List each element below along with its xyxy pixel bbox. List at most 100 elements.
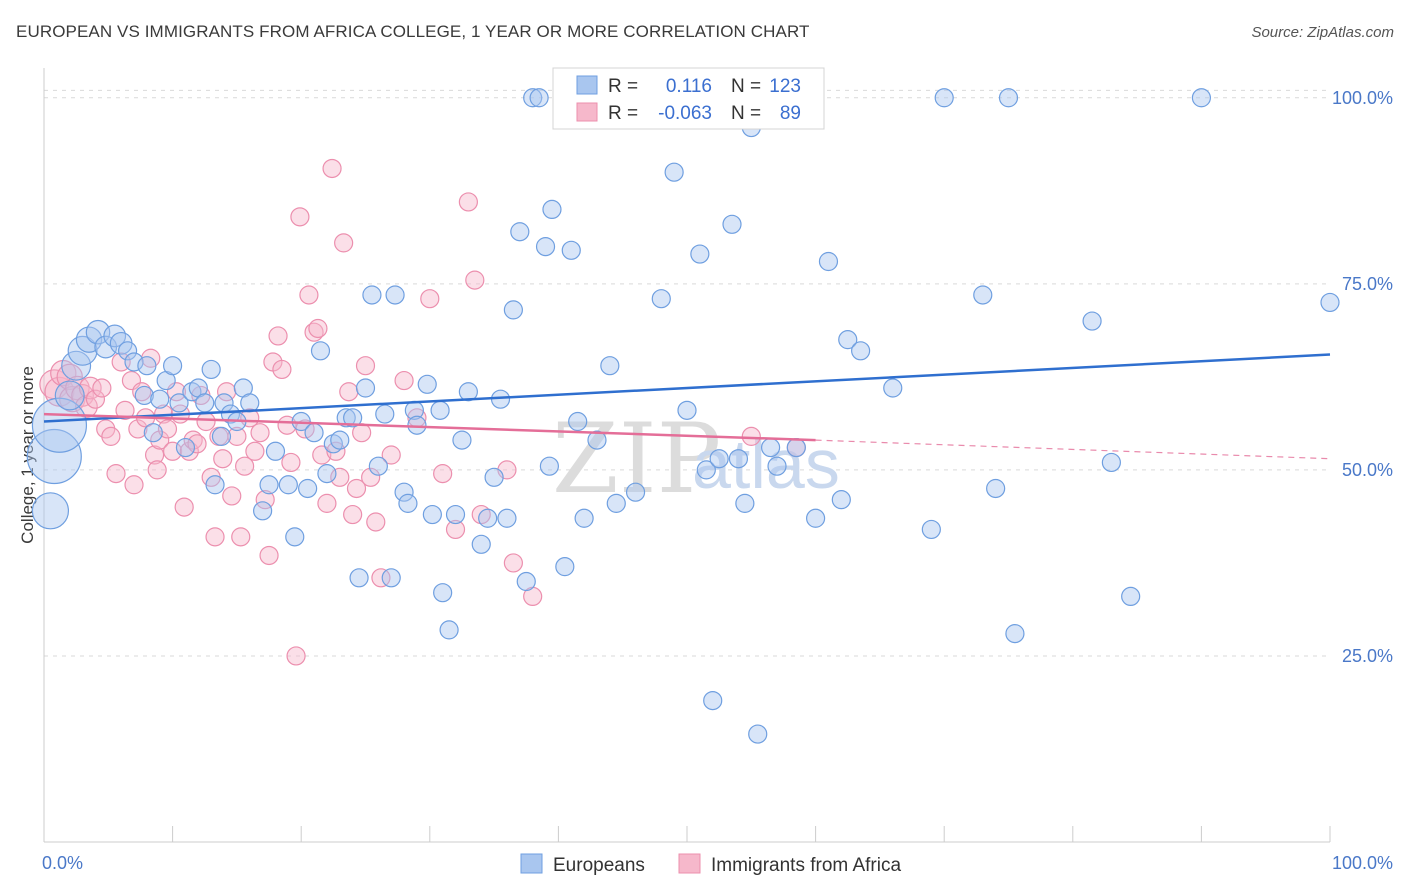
trend-line-africa-extension [815, 439, 1331, 460]
europeans-point-83 [587, 430, 607, 450]
watermark-zip: ZIP [552, 403, 721, 515]
stats-n-label-europeans: N = [731, 76, 761, 97]
africa-point-52 [272, 359, 292, 380]
europeans-point-112 [973, 285, 993, 305]
africa-point-9 [85, 389, 106, 409]
europeans-point-14 [137, 356, 157, 376]
legend-label-europeans: Europeans [553, 855, 645, 876]
africa-point-39 [213, 449, 233, 469]
africa-point-64 [326, 441, 346, 461]
x-axis-ticks: 0.0% 100.0% [42, 826, 1393, 873]
europeans-point-9 [103, 324, 127, 348]
stats-r-label-europeans: R = [608, 76, 638, 97]
europeans-point-34 [265, 441, 286, 461]
africa-point-13 [106, 464, 126, 484]
africa-point-62 [317, 493, 337, 513]
africa-point-18 [128, 419, 148, 439]
europeans-point-50 [375, 404, 395, 424]
europeans-point-2 [31, 397, 88, 453]
africa-point-58 [299, 285, 319, 305]
europeans-point-1 [26, 428, 82, 485]
legend-swatch-africa [678, 853, 701, 874]
europeans-point-115 [1005, 624, 1025, 644]
europeans-point-118 [1121, 586, 1141, 607]
stats-n-africa: 89 [780, 103, 801, 124]
europeans-point-84 [600, 356, 620, 376]
europeans-point-44 [336, 408, 356, 428]
europeans-point-11 [117, 341, 138, 361]
trend-lines [43, 353, 1331, 460]
y-tick-label-1: 50.0% [1342, 460, 1393, 480]
europeans-point-93 [696, 460, 716, 480]
africa-point-69 [346, 478, 367, 499]
europeans-point-19 [169, 393, 189, 413]
europeans-point-26 [211, 426, 232, 446]
europeans-point-39 [304, 423, 324, 443]
africa-point-17 [124, 475, 144, 495]
stats-swatch-africa [576, 102, 598, 122]
africa-point-63 [322, 158, 342, 179]
europeans-point-48 [362, 285, 382, 305]
europeans-point-96 [722, 214, 742, 234]
europeans-point-91 [677, 400, 697, 420]
europeans-point-67 [484, 467, 504, 487]
europeans-point-71 [510, 222, 530, 242]
africa-point-37 [205, 527, 225, 547]
europeans-point-13 [134, 385, 154, 406]
europeans-point-85 [606, 493, 626, 513]
africa-point-33 [187, 434, 207, 454]
africa-point-59 [304, 322, 324, 342]
africa-point-7 [75, 395, 98, 419]
africa-point-31 [179, 441, 199, 461]
y-tick-label-2: 75.0% [1342, 274, 1393, 294]
africa-point-75 [381, 445, 401, 465]
africa-point-87 [741, 426, 761, 446]
europeans-point-41 [317, 464, 337, 484]
africa-point-65 [330, 467, 350, 487]
europeans-point-97 [728, 449, 749, 469]
africa-point-55 [286, 646, 306, 666]
x-tick-label-0: 0.0% [42, 853, 83, 873]
europeans-point-31 [240, 393, 260, 413]
europeans-point-116 [1082, 311, 1102, 331]
europeans-point-104 [805, 508, 826, 528]
africa-point-51 [268, 326, 288, 346]
legend: Europeans Immigrants from Africa [520, 853, 901, 876]
africa-point-60 [308, 318, 328, 339]
europeans-point-72 [516, 571, 536, 592]
europeans-point-109 [883, 378, 903, 398]
europeans-point-95 [709, 449, 729, 469]
stats-r-africa: -0.063 [658, 103, 712, 124]
africa-point-44 [235, 456, 255, 476]
europeans-point-98 [735, 493, 755, 513]
europeans-point-47 [355, 378, 376, 398]
europeans-point-15 [143, 423, 163, 443]
europeans-point-70 [503, 300, 523, 320]
stats-box-frame [552, 67, 825, 130]
europeans-point-108 [851, 341, 871, 361]
africa-point-12 [101, 426, 121, 446]
y-tick-label-0: 25.0% [1342, 646, 1393, 666]
europeans-point-103 [786, 437, 806, 458]
europeans-point-94 [703, 690, 723, 711]
europeans-point-80 [568, 411, 588, 432]
europeans-point-43 [330, 430, 350, 450]
africa-point-27 [163, 441, 183, 461]
africa-point-68 [343, 504, 363, 525]
europeans-point-77 [542, 199, 562, 220]
africa-point-81 [458, 192, 478, 212]
europeans-point-111 [934, 88, 954, 108]
europeans-point-64 [458, 382, 478, 402]
legend-swatch-europeans [520, 853, 543, 874]
africa-point-56 [290, 207, 310, 227]
europeans-point-46 [349, 568, 369, 588]
x-tick-label-1: 100.0% [1332, 853, 1393, 873]
europeans-point-51 [381, 568, 401, 588]
europeans-point-62 [445, 504, 466, 525]
europeans-point-117 [1101, 452, 1121, 473]
legend-label-africa: Immigrants from Africa [711, 855, 901, 876]
europeans-point-89 [651, 289, 671, 309]
europeans-point-90 [664, 162, 684, 182]
europeans-point-107 [838, 330, 858, 350]
